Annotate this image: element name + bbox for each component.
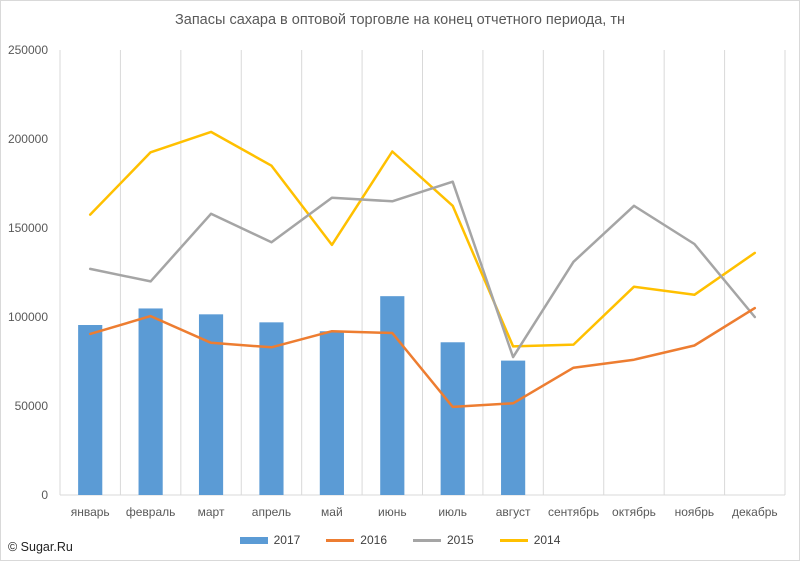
x-tick-label: июнь: [378, 505, 407, 519]
chart-legend: 2017 2016 2015 2014: [0, 533, 800, 547]
y-tick-label: 0: [41, 488, 48, 502]
legend-item-2016: 2016: [326, 533, 387, 547]
legend-swatch-2015: [413, 538, 441, 542]
x-tick-label: июль: [438, 505, 467, 519]
series-line-2016: [88, 306, 757, 409]
bar-2017: [78, 325, 103, 495]
x-tick-label: сентябрь: [548, 505, 599, 519]
copyright-text: © Sugar.Ru: [8, 540, 73, 554]
x-tick-label: август: [496, 505, 531, 519]
bar-2017: [138, 308, 163, 495]
legend-swatch-2016: [326, 538, 355, 542]
bar-2017: [440, 342, 465, 495]
series-line-2014: [88, 130, 757, 348]
bar-2017: [501, 360, 526, 495]
legend-label-2017: 2017: [273, 533, 301, 547]
legend-label-2014: 2014: [533, 533, 561, 547]
legend-swatch-2017: [239, 536, 268, 544]
x-tick-label: ноябрь: [675, 505, 715, 519]
y-tick-label: 250000: [8, 43, 48, 57]
x-tick-label: октябрь: [612, 505, 656, 519]
y-tick-label: 50000: [15, 399, 49, 413]
legend-label-2015: 2015: [447, 533, 474, 547]
y-tick-label: 100000: [8, 310, 48, 324]
legend-label-2016: 2016: [360, 533, 387, 547]
y-tick-label: 200000: [8, 132, 48, 146]
x-tick-label: май: [321, 505, 343, 519]
x-tick-label: апрель: [252, 505, 291, 519]
legend-item-2017: 2017: [239, 533, 301, 547]
legend-swatch-2014: [499, 538, 528, 542]
bar-2017: [380, 296, 405, 495]
legend-item-2014: 2014: [499, 533, 561, 547]
bar-2017: [198, 314, 224, 495]
x-tick-label: январь: [71, 505, 110, 519]
bar-2017: [259, 322, 284, 495]
bar-2017: [319, 331, 344, 495]
legend-item-2015: 2015: [413, 533, 474, 547]
x-tick-label: февраль: [126, 505, 176, 519]
series-line-2015: [88, 180, 757, 359]
y-tick-label: 150000: [8, 221, 48, 235]
chart-title: Запасы сахара в оптовой торговле на коне…: [175, 12, 625, 28]
x-tick-label: март: [198, 505, 225, 519]
x-tick-label: декабрь: [732, 505, 778, 519]
